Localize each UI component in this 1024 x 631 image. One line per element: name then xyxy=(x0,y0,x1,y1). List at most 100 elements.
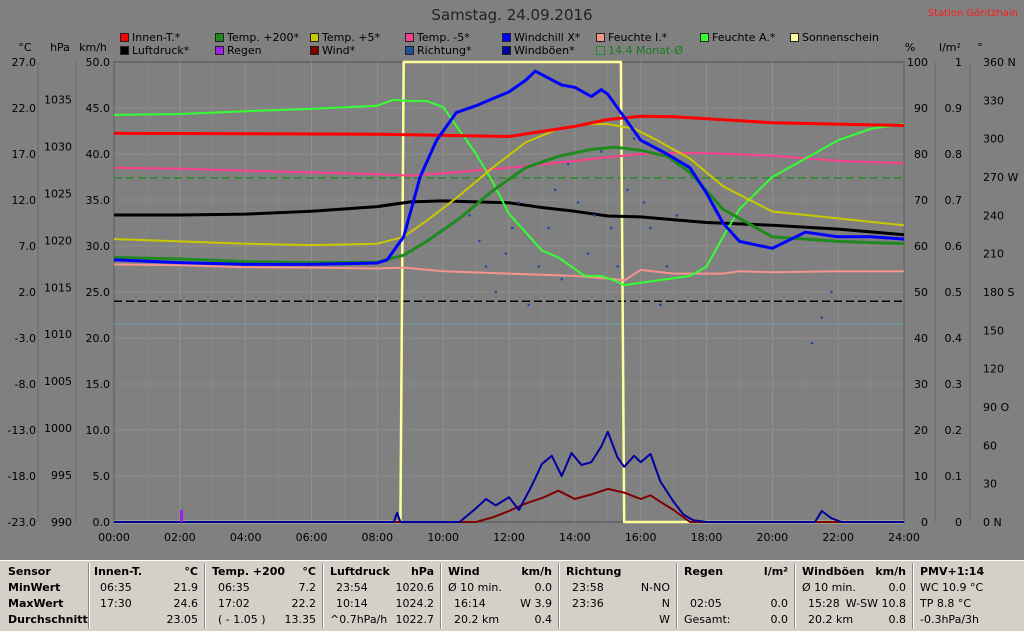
axis-unit-direction: ° xyxy=(977,41,983,54)
direction-point xyxy=(494,290,498,294)
stats-wind-avg-val: 0.0 xyxy=(534,581,553,594)
tick-rain: 0.7 xyxy=(945,194,963,207)
tick-celsius: 2.0 xyxy=(19,286,37,299)
tick-celsius: -13.0 xyxy=(8,424,36,437)
legend-item: Temp. +200* xyxy=(215,31,299,44)
stats-richtung-t1: 23:58 xyxy=(572,581,604,594)
series-windchill-x- xyxy=(113,69,905,266)
direction-point xyxy=(830,290,833,294)
direction-point xyxy=(560,277,563,281)
stats-unit-boen: km/h xyxy=(875,565,906,578)
legend-label: Regen xyxy=(227,44,262,57)
direction-point xyxy=(609,226,613,230)
stats-pmv-tp: TP 8.8 °C xyxy=(920,597,972,610)
tick-rain: 0.3 xyxy=(945,378,963,391)
tick-percent: 50 xyxy=(914,286,928,299)
direction-point xyxy=(527,303,531,307)
legend-swatch xyxy=(502,46,511,55)
tick-direction: 240 xyxy=(983,209,1004,222)
legend-item: Windchill X* xyxy=(502,31,580,44)
direction-point xyxy=(478,239,481,243)
tick-hpa: 1020 xyxy=(44,234,72,247)
tick-hpa: 995 xyxy=(51,469,72,482)
direction-point xyxy=(659,303,662,307)
tick-time: 16:00 xyxy=(625,531,657,544)
legend-item: Temp. -5* xyxy=(405,31,470,44)
direction-point xyxy=(820,316,824,319)
direction-point xyxy=(576,201,580,204)
series-wind- xyxy=(114,487,904,523)
legend-swatch xyxy=(405,46,414,55)
stats-row-max: MaxWert xyxy=(8,597,64,610)
tick-hpa: 1000 xyxy=(44,422,72,435)
legend-label: Temp. -5* xyxy=(417,31,470,44)
stats-pmv-wc: WC 10.9 °C xyxy=(920,581,984,594)
legend-item: Innen-T.* xyxy=(120,31,180,44)
stats-header-t200: Temp. +200 xyxy=(212,565,286,578)
tick-percent: 10 xyxy=(914,470,928,483)
tick-celsius: 12.0 xyxy=(12,194,37,207)
tick-direction: 30 xyxy=(983,478,997,491)
direction-point xyxy=(553,188,557,192)
legend-item: Sonnenschein xyxy=(790,31,879,44)
series-windb-en- xyxy=(114,430,904,523)
stats-header-boen: Windböen xyxy=(802,565,865,578)
stats-panel: Sensor MinWert MaxWert Durchschnitt Inne… xyxy=(0,560,1024,631)
tick-celsius: -18.0 xyxy=(8,470,36,483)
stats-luft-avg-val: 1022.7 xyxy=(395,613,435,626)
legend-item: Wind* xyxy=(310,44,355,57)
stats-row-avg: Durchschnitt xyxy=(8,613,88,626)
axis-unit-celsius: °C xyxy=(18,41,32,54)
stats-t200-avg-val: 13.35 xyxy=(284,613,317,626)
legend-label: Feuchte I.* xyxy=(608,31,668,44)
tick-hpa: 1015 xyxy=(44,281,72,294)
direction-point xyxy=(566,162,570,166)
tick-rain: 0.8 xyxy=(945,148,963,161)
legend-swatch xyxy=(120,46,129,55)
legend-label: Windböen* xyxy=(514,44,575,57)
stats-luft-min-time: 23:54 xyxy=(336,581,368,594)
tick-rain: 0.4 xyxy=(945,332,963,345)
tick-percent: 100 xyxy=(907,56,928,69)
tick-direction: 300 xyxy=(983,133,1004,146)
legend-label: 14.4 Monat-Ø xyxy=(608,44,683,57)
legend-item: Richtung* xyxy=(405,44,471,57)
tick-hpa: 1030 xyxy=(44,140,72,153)
stats-header-innen: Innen-T. xyxy=(94,565,143,578)
stats-wind-mean: 0.4 xyxy=(534,613,553,626)
direction-point xyxy=(504,252,508,255)
legend-swatch xyxy=(215,33,224,42)
stats-t200-avg-note: ( - 1.05 ) xyxy=(218,613,266,626)
legend-label: Feuchte A.* xyxy=(712,31,776,44)
tick-celsius: -3.0 xyxy=(15,332,36,345)
tick-kmh: 30.0 xyxy=(86,240,111,253)
tick-kmh: 5.0 xyxy=(93,470,111,483)
legend-label: Sonnenschein xyxy=(802,31,879,44)
tick-percent: 70 xyxy=(914,194,928,207)
stats-col-wind: Wind km/h Ø 10 min. 0.0 16:14 W 3.9 20.2… xyxy=(442,561,558,631)
stats-luft-min-val: 1020.6 xyxy=(395,581,435,594)
legend-label: Wind* xyxy=(322,44,356,57)
stats-unit-innen: °C xyxy=(184,565,198,578)
legend-label: Richtung* xyxy=(417,44,472,57)
direction-point xyxy=(586,252,590,255)
axis-unit-rain: l/m² xyxy=(939,41,961,54)
tick-kmh: 50.0 xyxy=(86,56,111,69)
tick-percent: 0 xyxy=(921,516,928,529)
stats-wind-avg-label: Ø 10 min. xyxy=(448,581,502,594)
stats-richtung-t2: 23:36 xyxy=(572,597,604,610)
stats-innen-min-time: 06:35 xyxy=(100,581,132,594)
legend-item: Feuchte I.* xyxy=(596,31,667,44)
tick-direction: 360 N xyxy=(983,56,1016,69)
stats-col-pmv: PMV+1:14 WC 10.9 °C TP 8.8 °C -0.3hPa/3h xyxy=(914,561,1024,631)
legend-item: Windböen* xyxy=(502,44,575,57)
series-feuchte-a- xyxy=(113,98,905,287)
stats-col-sensor: Sensor MinWert MaxWert Durchschnitt xyxy=(0,561,88,631)
tick-time: 12:00 xyxy=(493,531,525,544)
stats-header-regen: Regen xyxy=(684,565,724,578)
direction-point xyxy=(468,214,471,217)
series-innen-t- xyxy=(113,114,905,138)
direction-point xyxy=(632,137,636,140)
series-temp-5- xyxy=(113,152,905,177)
tick-time: 10:00 xyxy=(427,531,459,544)
